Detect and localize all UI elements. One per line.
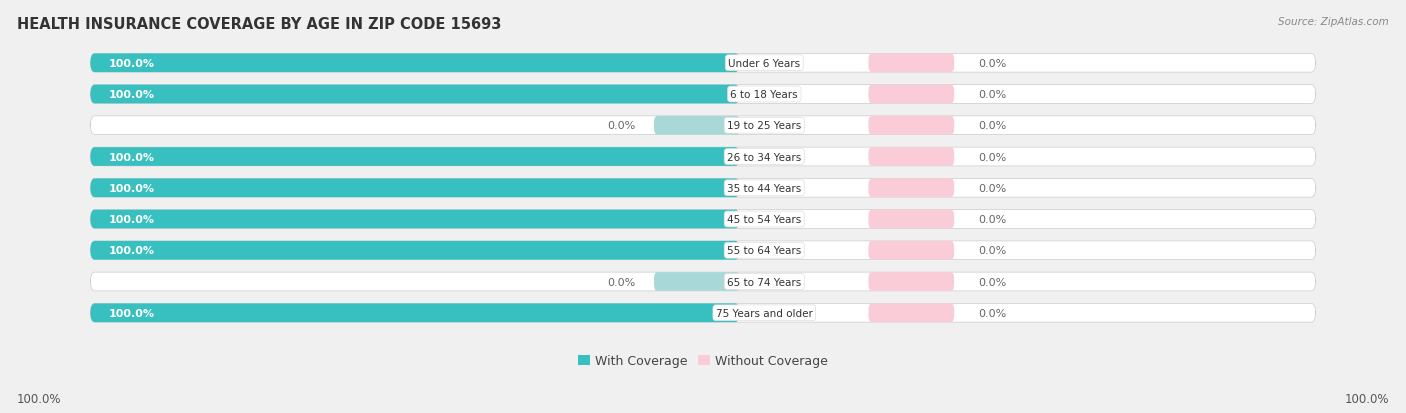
Text: 6 to 18 Years: 6 to 18 Years (731, 90, 799, 100)
Text: 0.0%: 0.0% (979, 90, 1007, 100)
FancyBboxPatch shape (869, 54, 955, 73)
Text: 35 to 44 Years: 35 to 44 Years (727, 183, 801, 193)
FancyBboxPatch shape (90, 273, 1316, 291)
FancyBboxPatch shape (90, 179, 740, 198)
Text: 100.0%: 100.0% (108, 90, 155, 100)
FancyBboxPatch shape (869, 116, 955, 135)
Text: 0.0%: 0.0% (979, 152, 1007, 162)
Text: 100.0%: 100.0% (108, 59, 155, 69)
Text: 0.0%: 0.0% (979, 246, 1007, 256)
Text: 0.0%: 0.0% (979, 183, 1007, 193)
Text: Source: ZipAtlas.com: Source: ZipAtlas.com (1278, 17, 1389, 26)
Text: 100.0%: 100.0% (1344, 392, 1389, 405)
Text: 0.0%: 0.0% (979, 214, 1007, 225)
Text: 100.0%: 100.0% (108, 246, 155, 256)
FancyBboxPatch shape (869, 241, 955, 260)
Text: 0.0%: 0.0% (979, 308, 1007, 318)
FancyBboxPatch shape (869, 85, 955, 104)
FancyBboxPatch shape (90, 54, 740, 73)
FancyBboxPatch shape (90, 54, 1316, 73)
Text: Under 6 Years: Under 6 Years (728, 59, 800, 69)
FancyBboxPatch shape (90, 148, 1316, 166)
Text: 75 Years and older: 75 Years and older (716, 308, 813, 318)
FancyBboxPatch shape (90, 241, 740, 260)
Text: 26 to 34 Years: 26 to 34 Years (727, 152, 801, 162)
FancyBboxPatch shape (869, 148, 955, 166)
FancyBboxPatch shape (869, 304, 955, 323)
Text: HEALTH INSURANCE COVERAGE BY AGE IN ZIP CODE 15693: HEALTH INSURANCE COVERAGE BY AGE IN ZIP … (17, 17, 502, 31)
Text: 45 to 54 Years: 45 to 54 Years (727, 214, 801, 225)
Text: 0.0%: 0.0% (607, 277, 636, 287)
FancyBboxPatch shape (869, 273, 955, 291)
Text: 55 to 64 Years: 55 to 64 Years (727, 246, 801, 256)
Text: 100.0%: 100.0% (108, 214, 155, 225)
Text: 100.0%: 100.0% (108, 152, 155, 162)
FancyBboxPatch shape (90, 179, 1316, 198)
Text: 100.0%: 100.0% (17, 392, 62, 405)
Text: 100.0%: 100.0% (108, 183, 155, 193)
FancyBboxPatch shape (90, 210, 1316, 229)
FancyBboxPatch shape (90, 116, 1316, 135)
FancyBboxPatch shape (654, 273, 740, 291)
FancyBboxPatch shape (654, 116, 740, 135)
Text: 100.0%: 100.0% (108, 308, 155, 318)
Text: 65 to 74 Years: 65 to 74 Years (727, 277, 801, 287)
Text: 0.0%: 0.0% (607, 121, 636, 131)
Text: 0.0%: 0.0% (979, 59, 1007, 69)
Text: 0.0%: 0.0% (979, 277, 1007, 287)
FancyBboxPatch shape (90, 85, 1316, 104)
FancyBboxPatch shape (869, 210, 955, 229)
FancyBboxPatch shape (90, 304, 740, 323)
Text: 19 to 25 Years: 19 to 25 Years (727, 121, 801, 131)
Text: 0.0%: 0.0% (979, 121, 1007, 131)
FancyBboxPatch shape (90, 241, 1316, 260)
FancyBboxPatch shape (869, 179, 955, 198)
FancyBboxPatch shape (90, 304, 1316, 323)
FancyBboxPatch shape (90, 85, 740, 104)
FancyBboxPatch shape (90, 148, 740, 166)
FancyBboxPatch shape (90, 210, 740, 229)
Legend: With Coverage, Without Coverage: With Coverage, Without Coverage (578, 354, 828, 367)
